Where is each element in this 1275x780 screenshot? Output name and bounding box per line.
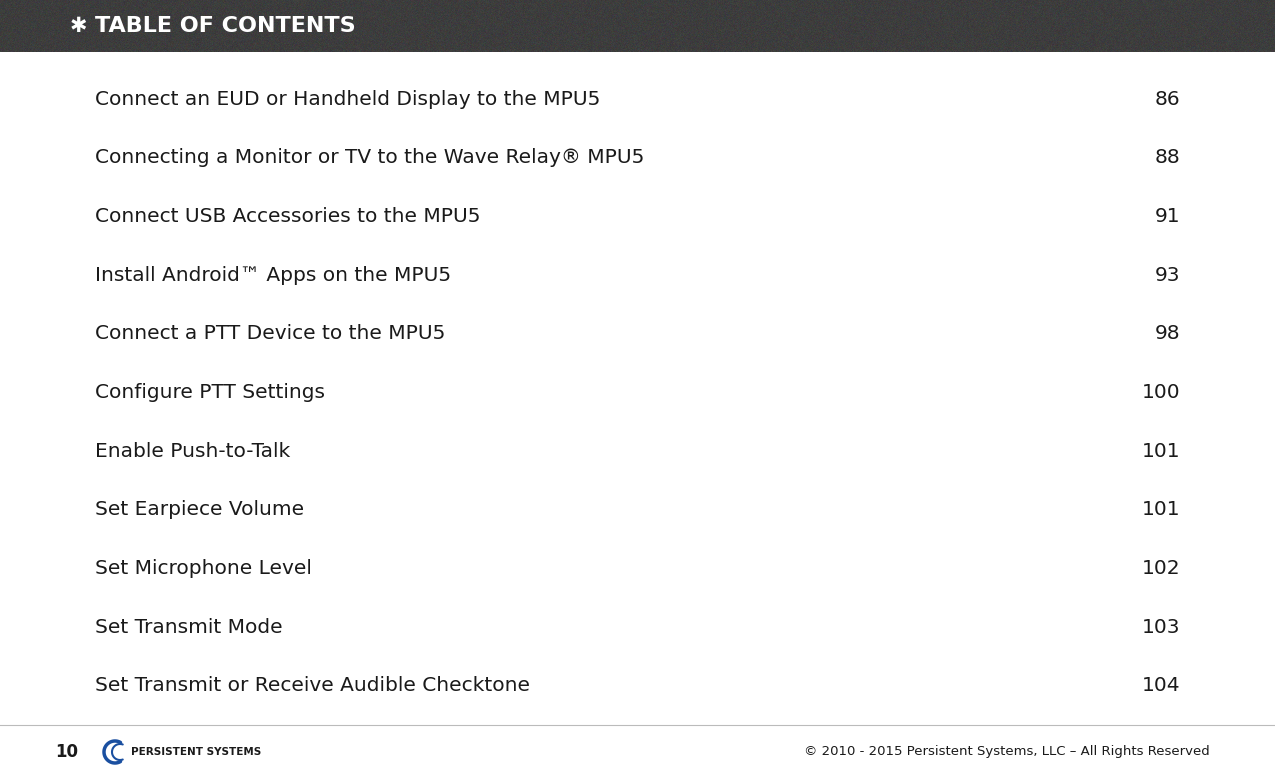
Text: Set Microphone Level: Set Microphone Level <box>96 559 312 578</box>
Bar <box>0 0 1275 52</box>
Text: 86: 86 <box>1154 90 1179 109</box>
Text: 10: 10 <box>55 743 78 761</box>
Text: Connecting a Monitor or TV to the Wave Relay® MPU5: Connecting a Monitor or TV to the Wave R… <box>96 148 644 168</box>
Text: TABLE OF CONTENTS: TABLE OF CONTENTS <box>96 16 356 36</box>
Text: Enable Push-to-Talk: Enable Push-to-Talk <box>96 441 291 461</box>
Text: Set Transmit or Receive Audible Checktone: Set Transmit or Receive Audible Checkton… <box>96 676 530 695</box>
Text: 88: 88 <box>1154 148 1179 168</box>
Text: 101: 101 <box>1141 500 1179 519</box>
Text: 91: 91 <box>1154 207 1179 226</box>
Text: 101: 101 <box>1141 441 1179 461</box>
Text: 98: 98 <box>1154 324 1179 343</box>
Text: Install Android™ Apps on the MPU5: Install Android™ Apps on the MPU5 <box>96 266 451 285</box>
Text: 104: 104 <box>1141 676 1179 695</box>
Text: Configure PTT Settings: Configure PTT Settings <box>96 383 325 402</box>
Text: Connect a PTT Device to the MPU5: Connect a PTT Device to the MPU5 <box>96 324 445 343</box>
Text: 93: 93 <box>1154 266 1179 285</box>
Text: Connect USB Accessories to the MPU5: Connect USB Accessories to the MPU5 <box>96 207 481 226</box>
Text: Connect an EUD or Handheld Display to the MPU5: Connect an EUD or Handheld Display to th… <box>96 90 601 109</box>
Text: 102: 102 <box>1141 559 1179 578</box>
Text: © 2010 - 2015 Persistent Systems, LLC – All Rights Reserved: © 2010 - 2015 Persistent Systems, LLC – … <box>805 746 1210 758</box>
Text: 100: 100 <box>1141 383 1179 402</box>
Text: PERSISTENT SYSTEMS: PERSISTENT SYSTEMS <box>131 747 261 757</box>
Text: Set Earpiece Volume: Set Earpiece Volume <box>96 500 305 519</box>
Text: ✱: ✱ <box>70 16 87 36</box>
Text: Set Transmit Mode: Set Transmit Mode <box>96 618 283 636</box>
Text: 103: 103 <box>1141 618 1179 636</box>
